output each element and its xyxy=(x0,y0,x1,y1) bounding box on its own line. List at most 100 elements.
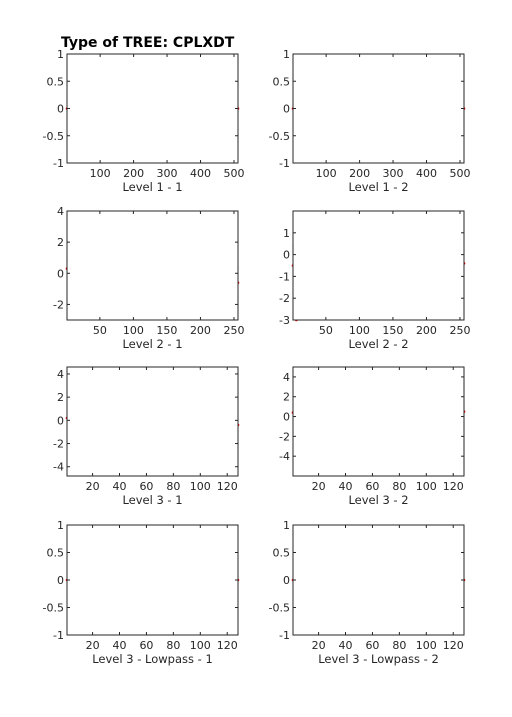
x-tick-label: 200 xyxy=(190,324,211,337)
x-tick-label: 200 xyxy=(349,167,370,180)
y-tick-label: -1 xyxy=(53,157,64,170)
axes-box xyxy=(66,210,239,321)
axes-box xyxy=(292,366,465,477)
axes-box xyxy=(66,524,239,636)
x-tick-label: 400 xyxy=(190,167,211,180)
y-tick-label: -2 xyxy=(279,430,290,443)
x-tick-label: 80 xyxy=(166,639,180,652)
subplot-4: 50 100 150 200 250 -3 -2 -1 0 1 Level 2 - 2 xyxy=(279,210,470,351)
y-tick-label: 0 xyxy=(283,574,290,587)
x-tick-label: 80 xyxy=(392,639,406,652)
axes-box xyxy=(292,524,465,636)
y-tick-label: 2 xyxy=(57,236,64,249)
y-tick-label: 1 xyxy=(283,519,290,532)
x-tick-label: 100 xyxy=(90,167,111,180)
x-tick-label: 60 xyxy=(139,639,153,652)
subplot-2: 100 200 300 400 500 -1 -0.5 0 0.5 1 Level 1 - 2 xyxy=(269,48,471,194)
x-tick-label: 100 xyxy=(190,480,211,493)
y-tick-label: 2 xyxy=(283,391,290,404)
y-tick-label: 0 xyxy=(57,574,64,587)
x-tick-label: 120 xyxy=(443,480,464,493)
x-tick-label: 100 xyxy=(416,480,437,493)
y-tick-label: 0 xyxy=(283,249,290,262)
subplot-8: 20 40 60 80 100 120 -1 -0.5 0 0.5 1 Level 3 - Lowpa… xyxy=(269,519,466,666)
x-axis-label: Level 2 - 1 xyxy=(122,337,182,351)
figure-title: Type of TREE: CPLXDT xyxy=(61,35,235,51)
y-tick-label: 4 xyxy=(283,371,290,384)
y-tick-label: 1 xyxy=(283,227,290,240)
y-tick-label: -0.5 xyxy=(269,602,290,615)
y-tick-label: 1 xyxy=(57,519,64,532)
x-tick-label: 250 xyxy=(449,324,470,337)
subplot-5: 20 40 60 80 100 120 -4 -2 0 2 4 Level 3 - 1 xyxy=(53,366,240,507)
subplot-3: 50 100 150 200 250 -2 0 2 4 Level 2 - 1 xyxy=(53,205,244,351)
x-tick-label: 50 xyxy=(319,324,333,337)
x-tick-label: 60 xyxy=(365,480,379,493)
y-tick-label: 0.5 xyxy=(273,75,291,88)
y-tick-label: -4 xyxy=(279,450,290,463)
x-tick-label: 120 xyxy=(443,639,464,652)
y-tick-label: 1 xyxy=(283,48,290,61)
x-axis-label: Level 3 - Lowpass - 1 xyxy=(92,652,213,666)
y-tick-label: 4 xyxy=(57,205,64,218)
x-axis-label: Level 2 - 2 xyxy=(348,337,408,351)
y-tick-label: 0 xyxy=(57,267,64,280)
x-axis-label: Level 3 - 1 xyxy=(122,493,182,507)
axes-box xyxy=(66,53,239,164)
x-axis-label: Level 3 - Lowpass - 2 xyxy=(318,652,439,666)
y-tick-label: 0.5 xyxy=(47,75,65,88)
x-tick-label: 60 xyxy=(139,480,153,493)
subplot-6: 20 40 60 80 100 120 -4 -2 0 2 4 Level 3 - 2 xyxy=(279,366,466,507)
x-tick-label: 20 xyxy=(312,480,326,493)
y-tick-label: -2 xyxy=(53,298,64,311)
x-tick-label: 40 xyxy=(339,480,353,493)
y-tick-label: -2 xyxy=(53,438,64,451)
x-tick-label: 150 xyxy=(382,324,403,337)
axes-box xyxy=(292,210,465,321)
y-tick-label: 0 xyxy=(283,103,290,116)
x-tick-label: 80 xyxy=(392,480,406,493)
y-tick-label: -1 xyxy=(279,629,290,642)
y-tick-label: -4 xyxy=(53,461,64,474)
x-tick-label: 400 xyxy=(416,167,437,180)
x-tick-label: 500 xyxy=(223,167,244,180)
x-tick-label: 100 xyxy=(190,639,211,652)
y-tick-label: 4 xyxy=(57,368,64,381)
y-tick-label: 1 xyxy=(57,48,64,61)
x-tick-label: 60 xyxy=(365,639,379,652)
y-tick-label: -1 xyxy=(279,270,290,283)
y-tick-label: -1 xyxy=(279,157,290,170)
x-tick-label: 40 xyxy=(339,639,353,652)
y-tick-label: -2 xyxy=(279,292,290,305)
x-axis-label: Level 1 - 2 xyxy=(348,180,408,194)
axes-box xyxy=(292,53,465,164)
x-axis-label: Level 1 - 1 xyxy=(122,180,182,194)
subplot-1: 100 200 300 400 500 -1 -0.5 0 0.5 1 Level 1 - 1 xyxy=(43,48,245,194)
x-tick-label: 500 xyxy=(449,167,470,180)
y-tick-label: 0 xyxy=(283,411,290,424)
y-tick-label: 0 xyxy=(57,414,64,427)
x-tick-label: 200 xyxy=(123,167,144,180)
x-tick-label: 200 xyxy=(416,324,437,337)
x-tick-label: 150 xyxy=(156,324,177,337)
y-tick-label: -1 xyxy=(53,629,64,642)
y-tick-label: -0.5 xyxy=(43,602,64,615)
y-tick-label: 0.5 xyxy=(47,547,65,560)
x-tick-label: 120 xyxy=(217,480,238,493)
x-tick-label: 40 xyxy=(113,480,127,493)
x-tick-label: 300 xyxy=(383,167,404,180)
x-tick-label: 50 xyxy=(93,324,107,337)
y-tick-label: 2 xyxy=(57,391,64,404)
y-tick-label: 0.5 xyxy=(273,547,291,560)
y-tick-label: -3 xyxy=(279,314,290,327)
x-tick-label: 250 xyxy=(223,324,244,337)
y-tick-label: -0.5 xyxy=(43,130,64,143)
subplot-7: 20 40 60 80 100 120 -1 -0.5 0 0.5 1 Level 3 - Lowpa… xyxy=(43,519,240,666)
x-tick-label: 100 xyxy=(316,167,337,180)
x-tick-label: 20 xyxy=(312,639,326,652)
x-tick-label: 100 xyxy=(416,639,437,652)
y-tick-label: 0 xyxy=(57,103,64,116)
x-tick-label: 80 xyxy=(166,480,180,493)
x-tick-label: 100 xyxy=(123,324,144,337)
axes-box xyxy=(66,366,239,477)
